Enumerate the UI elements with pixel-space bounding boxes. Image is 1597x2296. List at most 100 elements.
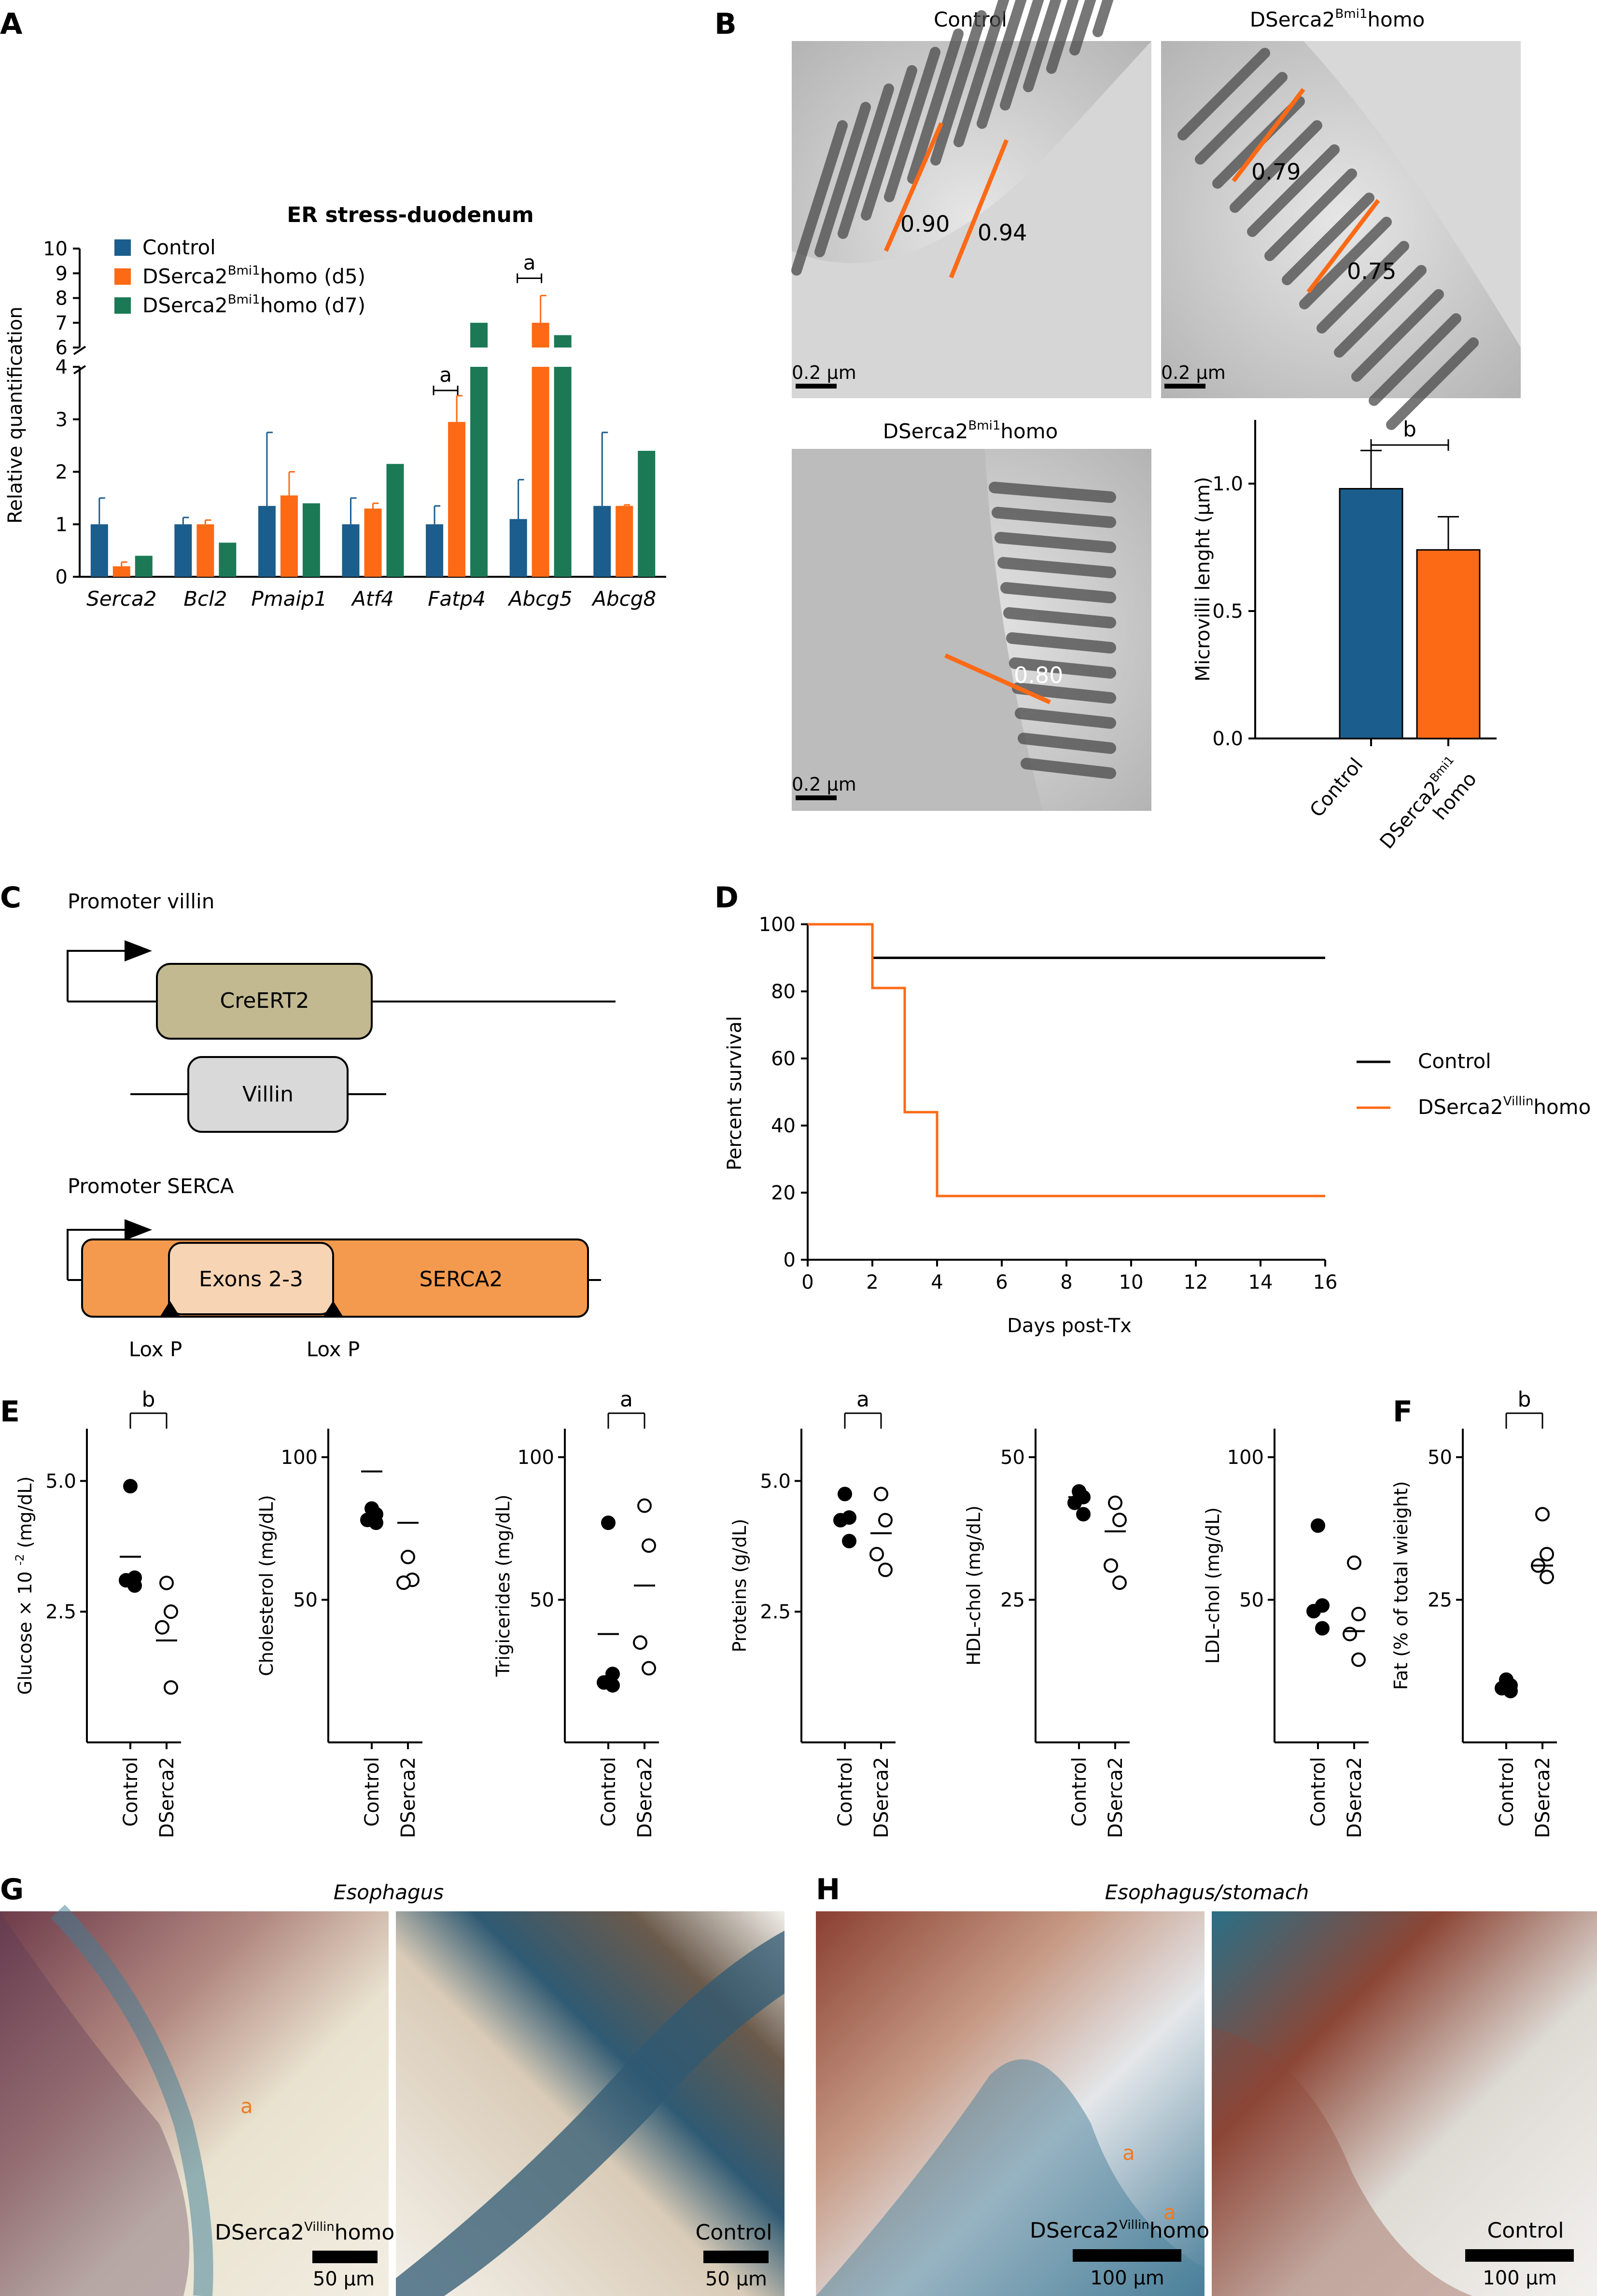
scale-h-right: 100 µm [1483,2267,1556,2289]
y-tick-label: 0.0 [1212,728,1243,750]
microvillus [1282,193,1374,285]
bar-Abcg5-s2-upper [554,335,572,348]
dserca2-point [155,1620,169,1635]
panel-h-histology: Esophagus/stomach a a DSerca2Villinhomo … [816,1880,1597,2296]
microvillus [1299,217,1392,309]
control-point [123,1479,138,1494]
control-point [1311,1518,1325,1533]
microvillus [1018,733,1116,754]
dserca2-point [869,1547,884,1561]
dserca2-point [1343,1627,1357,1642]
bar-Serca2-s0 [90,524,108,577]
y-tick-label: 25 [1000,1589,1025,1612]
dserca2-point [874,1487,888,1502]
sig-letter: b [1518,1387,1531,1412]
x-category-label: DSerca2 [870,1757,893,1838]
y-tick-label: 50 [293,1589,318,1612]
dserca2-point [1104,1558,1118,1573]
creert2-box [156,963,373,1040]
x-category-label: DSerca2 [1532,1757,1554,1838]
measure-090: 0.90 [900,211,950,237]
x-category-label: Fatp4 [428,587,486,611]
dserca2-point [1351,1652,1366,1667]
scalebar-tem-2: 0.2 µm [1161,362,1226,383]
y-tick-label: 50 [1428,1447,1452,1469]
dserca2-point [878,1513,893,1528]
panel-letter-f: F [1393,1395,1413,1429]
tem-title-dserca-top: DSerca2Bmi1homo [1250,7,1425,31]
annot-g-a: a [240,2094,253,2118]
legend-label-control: Control [142,236,216,259]
panel-letter-b: B [714,7,737,41]
microvillus [1069,0,1096,56]
control-point [127,1578,142,1593]
panel-g-histology: Esophagus a DSerca2Villinhomo 50 µm Cont… [0,1880,784,2296]
x-tick-label: 4 [931,1271,943,1294]
microvillus [1046,0,1079,74]
bar-Abcg8-s2 [638,451,656,577]
legend-label-d7: DSerca2Bmi1homo (d7) [142,292,365,317]
serca2-label: SERCA2 [420,1267,503,1292]
x-category-label: Atf4 [350,587,394,611]
panel-d-survival-chart: 0 20 40 60 80 100 0 2 4 6 8 10 12 14 16 Percent surviv… [724,914,1591,1337]
dserca2-point [1112,1513,1127,1528]
dot-plot-y-label: HDL-chol (mg/dL) [963,1505,984,1666]
y-tick-label: 50 [530,1589,554,1612]
measure-line-1 [883,122,944,252]
control-point [1315,1621,1330,1636]
microvillus [1093,0,1114,37]
microvillus [930,10,987,166]
promoter-villin-label: Promoter villin [68,890,214,913]
measure-line-3 [1232,88,1305,182]
panel-d-y-axis-label: Percent survival [724,1016,746,1170]
loxp-left-triangle [159,1301,181,1318]
microvillus [1009,657,1116,679]
legend-d-dserca: DSerca2Villinhomo [1418,1094,1591,1119]
x-tick-label: 8 [1060,1271,1072,1294]
y-tick-label: 8 [56,288,68,310]
microvillus [1006,632,1116,654]
sig-letter: a [856,1387,869,1412]
measure-075: 0.75 [1347,258,1396,284]
legend-swatch-control [114,239,131,256]
y-tick-label: 60 [771,1048,796,1070]
legend-label-d5: DSerca2Bmi1homo (d5) [142,264,365,288]
creert2-label: CreERT2 [220,988,309,1013]
dserca2-point [401,1549,415,1564]
panel-a-legend: Control DSerca2Bmi1homo (d5) DSerca2Bmi1… [114,236,365,317]
x-category-label: Control [1496,1757,1518,1827]
panel-letter-e: E [0,1395,20,1429]
bar-Abcg5-s2 [554,367,572,577]
bar-Serca2-s2 [135,556,153,577]
control-point [842,1533,856,1548]
y-tick-label: 2.5 [760,1601,791,1623]
x-category-label: DSerca2 [634,1757,656,1838]
dserca2-point [164,1604,178,1619]
control-point [369,1516,383,1530]
control-point [833,1513,848,1528]
x-category-label: Abcg8 [591,587,656,611]
dserca2-point [159,1575,174,1590]
x-category-label: Control [361,1757,383,1827]
label-h-control: Control [1487,2218,1564,2243]
y-tick-label: 4 [56,356,68,378]
promoter-serca-label: Promoter SERCA [68,1174,234,1198]
microvillus [1021,758,1116,779]
bar-Control [1339,488,1403,739]
dserca2-point [1351,1607,1366,1622]
y-tick-label: 0.5 [1212,600,1243,623]
measure-079: 0.79 [1251,159,1301,185]
bar-Fatp4-s2-upper [470,322,488,348]
x-category-label: Abcg5 [507,587,573,611]
microvillus [1000,0,1044,111]
panel-letter-c: C [0,881,21,915]
panel-b-x-label-dserca: DSerca2Bmi1homo [1375,753,1481,868]
microvillus [1317,241,1409,334]
x-category-label: Control [834,1757,856,1827]
control-point [1503,1684,1518,1698]
scalebar-tem-3: 0.2 µm [792,774,856,795]
microvillus [907,28,964,184]
histology-g-dserca-image: a DSerca2Villinhomo 50 µm [0,1905,394,2296]
microvillus [884,47,940,202]
sig-letter: a [620,1387,633,1412]
